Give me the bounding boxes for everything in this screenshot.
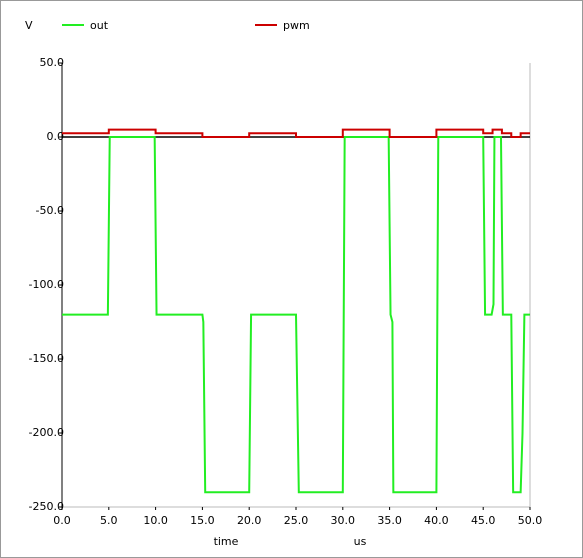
x-tick-label: 25.0: [284, 514, 309, 527]
x-label: time: [214, 535, 239, 548]
x-tick-label: 0.0: [53, 514, 71, 527]
x-unit: us: [354, 535, 367, 548]
y-tick-label: -200.0: [29, 426, 64, 439]
x-tick-label: 30.0: [331, 514, 356, 527]
legend-label: out: [90, 19, 109, 32]
x-tick-label: 35.0: [377, 514, 402, 527]
y-tick-label: 50.0: [40, 56, 65, 69]
series-line: [62, 128, 530, 138]
series-line: [62, 136, 530, 494]
y-tick-label: -50.0: [36, 204, 64, 217]
y-tick-label: -150.0: [29, 352, 64, 365]
y-unit: V: [25, 19, 33, 32]
x-tick-label: 45.0: [471, 514, 496, 527]
legend-label: pwm: [283, 19, 310, 32]
y-tick-label: 0.0: [47, 130, 65, 143]
y-tick-label: -250.0: [29, 500, 64, 513]
x-tick-label: 40.0: [424, 514, 449, 527]
y-tick-label: -100.0: [29, 278, 64, 291]
x-tick-label: 5.0: [100, 514, 118, 527]
x-tick-label: 15.0: [190, 514, 215, 527]
x-tick-label: 10.0: [143, 514, 168, 527]
x-tick-label: 50.0: [518, 514, 543, 527]
x-tick-label: 20.0: [237, 514, 262, 527]
